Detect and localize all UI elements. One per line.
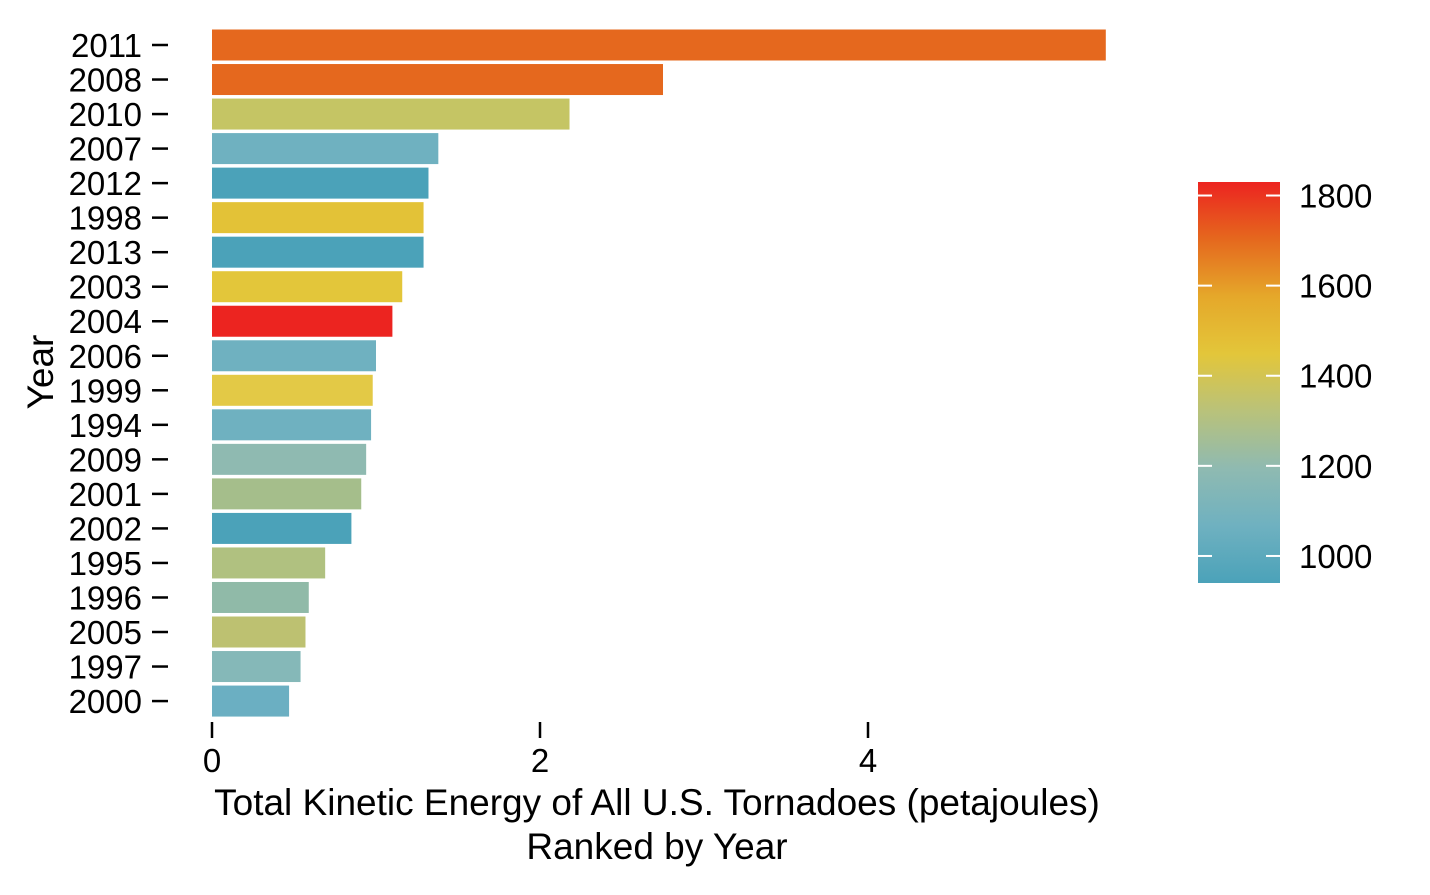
y-tick-label: 1995 <box>69 545 142 582</box>
y-tick-label: 1998 <box>69 200 142 237</box>
x-tick-label: 0 <box>203 742 221 779</box>
colorbar-tick-label: 1200 <box>1299 448 1372 485</box>
y-tick-label: 2005 <box>69 614 142 651</box>
bar-1999 <box>212 374 373 406</box>
y-axis: 2011200820102007201219982013200320042006… <box>69 27 168 720</box>
x-axis-subtitle: Ranked by Year <box>526 826 787 867</box>
y-tick-label: 1997 <box>69 649 142 686</box>
bar-2008 <box>212 64 663 96</box>
bar-2007 <box>212 133 439 165</box>
bar-1995 <box>212 547 326 579</box>
bar-1994 <box>212 409 372 441</box>
x-axis-title: Total Kinetic Energy of All U.S. Tornado… <box>214 782 1100 823</box>
y-tick-label: 2008 <box>69 62 142 99</box>
y-tick-label: 1994 <box>69 407 142 444</box>
colorbar-tick-label: 1800 <box>1299 178 1372 215</box>
bar-2009 <box>212 443 367 475</box>
bar-2010 <box>212 98 570 130</box>
y-tick-label: 1996 <box>69 579 142 616</box>
y-tick-label: 2013 <box>69 234 142 271</box>
bar-1996 <box>212 581 309 613</box>
y-tick-label: 2010 <box>69 96 142 133</box>
colorbar-tick-label: 1600 <box>1299 268 1372 305</box>
y-tick-label: 2003 <box>69 269 142 306</box>
colorbar-tick-label: 1000 <box>1299 538 1372 575</box>
colorbar-tick-label: 1400 <box>1299 358 1372 395</box>
y-tick-label: 2004 <box>69 303 142 340</box>
x-tick-label: 2 <box>531 742 549 779</box>
y-axis-title: Year <box>20 335 61 410</box>
x-tick-label: 4 <box>859 742 877 779</box>
y-tick-label: 2000 <box>69 683 142 720</box>
y-tick-label: 2002 <box>69 510 142 547</box>
y-tick-label: 2011 <box>71 27 142 64</box>
bar-1998 <box>212 202 424 234</box>
bar-2006 <box>212 340 376 372</box>
bar-1997 <box>212 651 301 683</box>
y-tick-label: 2006 <box>69 338 142 375</box>
bar-2001 <box>212 478 362 510</box>
y-tick-label: 1999 <box>69 372 142 409</box>
bar-2013 <box>212 236 424 268</box>
bar-2000 <box>212 685 290 717</box>
bars-group <box>212 29 1106 717</box>
bar-2004 <box>212 305 393 337</box>
bar-2002 <box>212 512 352 544</box>
bar-2011 <box>212 29 1106 61</box>
x-axis: 0 2 4 <box>203 722 877 779</box>
bar-2012 <box>212 167 429 199</box>
colorbar-gradient <box>1198 182 1280 583</box>
color-legend: 1000 1200 1400 1600 1800 <box>1198 178 1372 583</box>
y-tick-label: 2012 <box>69 165 142 202</box>
y-tick-label: 2009 <box>69 441 142 478</box>
colorbar-ticks: 1000 1200 1400 1600 1800 <box>1198 178 1372 575</box>
bar-2005 <box>212 616 306 648</box>
y-tick-label: 2001 <box>69 476 142 513</box>
y-tick-label: 2007 <box>69 131 142 168</box>
bar-2003 <box>212 271 403 303</box>
